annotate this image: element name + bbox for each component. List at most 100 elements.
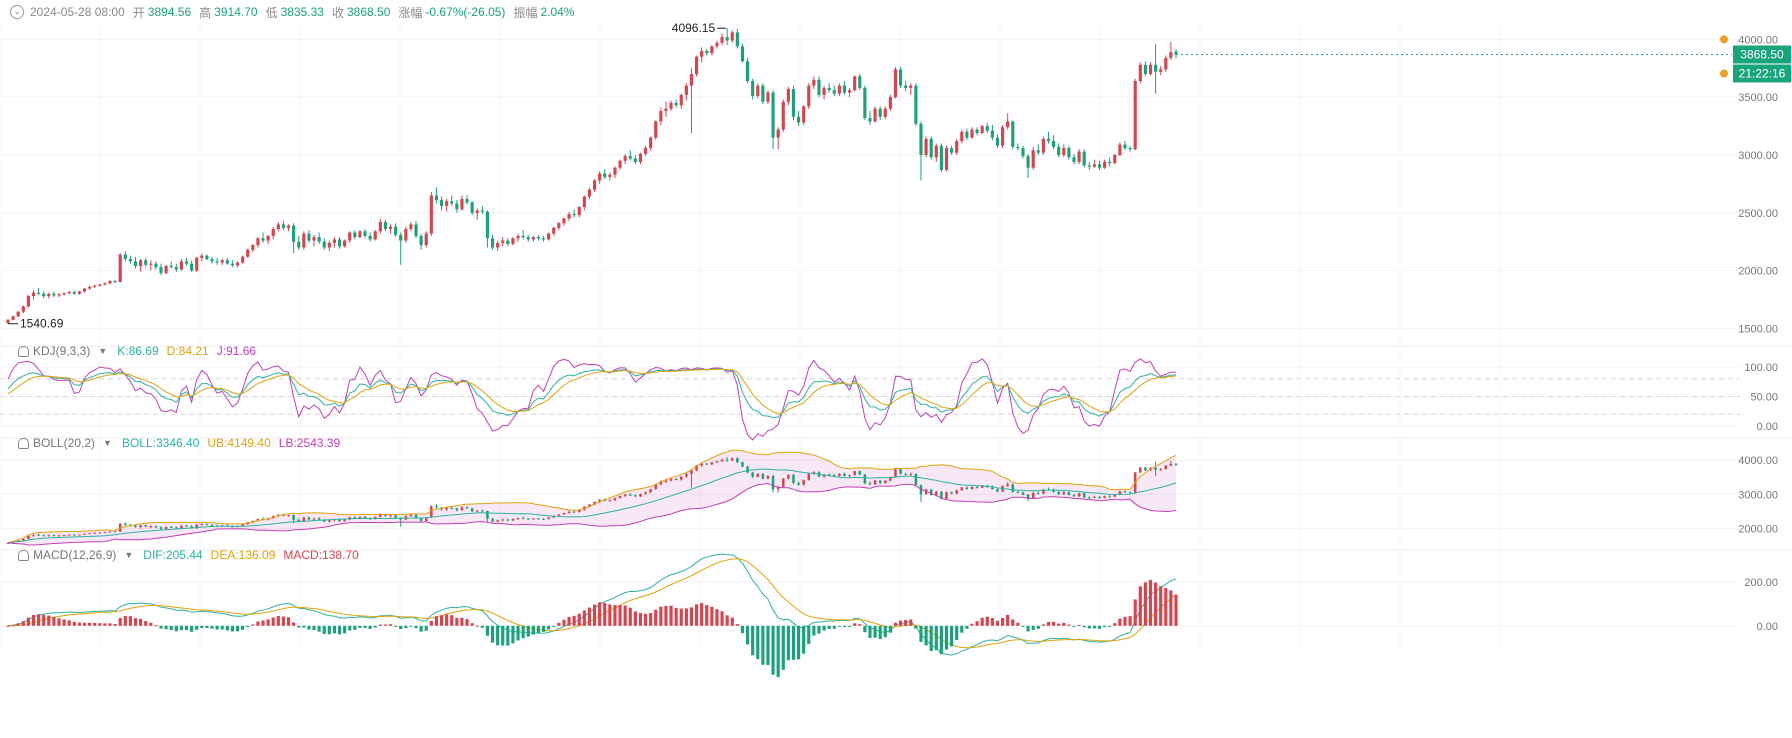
macd-histogram-bar [628,607,632,626]
candle [353,232,357,238]
candle [782,478,785,487]
candle [730,458,734,461]
candle [144,525,147,527]
macd-histogram-bar [802,625,806,654]
candle [797,483,800,485]
candle [241,524,244,526]
candle [429,195,433,234]
change-label: 涨幅 [398,5,423,20]
caret-down-icon[interactable]: ▼ [98,346,108,356]
macd-histogram-bar [31,614,36,626]
macd-histogram-bar [210,625,214,629]
kdj-k-value: K:86.69 [117,344,159,358]
candle [1174,51,1178,55]
candle [128,259,132,262]
candle [1103,161,1107,168]
macd-histogram-bar [873,625,877,638]
macd-histogram-bar [174,625,178,632]
candle [781,101,785,130]
close-label: 收 [331,5,344,20]
macd-histogram-bar [1133,599,1137,626]
kdj-name[interactable]: KDJ(9,3,3) [33,344,91,358]
bell-icon[interactable] [18,437,29,449]
candle [664,108,668,112]
candle [521,518,525,520]
macd-histogram-bar [506,625,510,646]
candle [990,130,994,138]
macd-histogram-bar [1169,590,1173,626]
boll-name[interactable]: BOLL(20,2) [33,436,96,450]
candle [659,111,663,122]
candle [312,518,316,520]
candle [761,473,765,479]
candle [1011,121,1015,147]
macd-dea-value: DEA:136.09 [210,548,276,562]
macd-histogram-bar [455,617,459,626]
price-axis-tick-label: 3500.00 [1738,92,1778,104]
boll-mid-line [7,468,1177,544]
macd-histogram-bar [465,619,469,626]
candle [807,85,811,107]
macd-histogram-bar [618,605,622,626]
candle [118,254,122,283]
candle [88,286,92,289]
candle [598,499,601,502]
macd-axis-tick-label: 0.00 [1757,621,1778,633]
bell-icon[interactable] [18,345,29,357]
candle [736,458,739,463]
candle [588,504,591,507]
candle [225,260,229,264]
caret-down-icon[interactable]: ▼ [124,550,134,560]
macd-histogram-bar [11,624,15,626]
alert-bell-icon[interactable] [1720,69,1728,78]
candle [475,510,479,512]
macd-histogram-bar [700,603,704,626]
bell-icon[interactable] [18,549,29,561]
macd-histogram-bar [715,609,719,626]
macd-histogram-bar [246,625,250,628]
macd-histogram-bar [939,625,943,655]
candle [894,469,897,478]
open-value: 3894.56 [147,5,192,19]
candle [949,148,954,153]
macd-histogram-bar [343,625,347,634]
candle [435,506,438,508]
candle [200,523,204,525]
candle [169,265,173,268]
macd-histogram-bar [480,625,484,628]
candle [1042,489,1045,494]
high-marker-label: 4096.15 [672,21,716,35]
macd-histogram-bar [286,617,291,626]
macd-histogram-bar [1174,594,1178,626]
candle [343,519,346,522]
macd-histogram-bar [751,625,755,656]
alert-bell-icon[interactable] [1720,35,1728,44]
candle [180,525,183,529]
kdj-j-value: J:91.66 [216,344,257,358]
macd-name[interactable]: MACD(12,26,9) [33,548,117,562]
macd-histogram-bar [475,625,479,627]
candle [241,256,245,263]
candle [853,76,857,91]
candle [786,89,790,102]
price-tag[interactable]: 3868.50 21:22:16 [1733,45,1791,83]
macd-histogram-bar [980,617,984,626]
macd-histogram-bar [1011,619,1015,626]
macd-histogram-bar [496,625,500,646]
macd-histogram-bar [82,622,87,626]
candle [965,487,969,490]
candle [419,518,423,521]
candle [807,473,811,480]
candle [159,267,163,273]
macd-histogram-bar [179,625,183,631]
candle [1067,148,1071,158]
collapse-chevron-icon[interactable]: ⌄ [10,5,24,19]
boll-axis-tick-label: 4000.00 [1738,455,1778,467]
macd-histogram-bar [307,625,311,630]
macd-histogram-bar [337,625,342,635]
candle [338,519,341,522]
caret-down-icon[interactable]: ▼ [103,438,112,448]
candle [394,226,398,235]
